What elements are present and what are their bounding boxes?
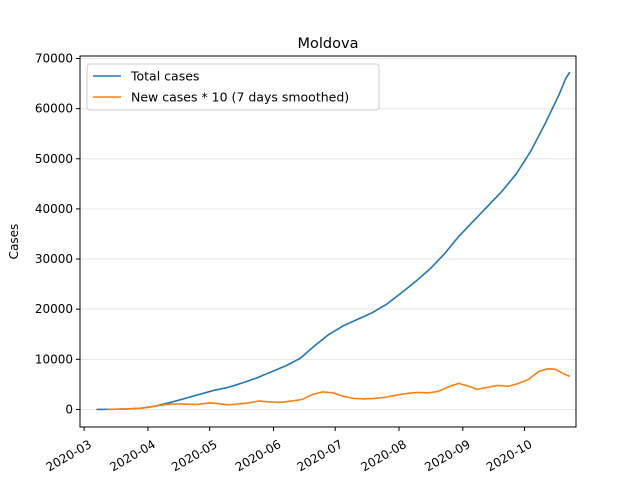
series-line-0 [96, 71, 571, 411]
chart-title: Moldova [298, 36, 359, 52]
y-tick-label: 20000 [35, 302, 73, 316]
legend-label: Total cases [130, 69, 199, 84]
y-axis-label: Cases [7, 224, 21, 260]
series-lines [96, 71, 571, 411]
legend-box [86, 63, 380, 111]
y-tick-label: 0 [65, 402, 73, 416]
legend-label: New cases * 10 (7 days smoothed) [131, 90, 349, 105]
y-tick-label: 30000 [35, 252, 73, 266]
y-tick-label: 10000 [35, 352, 73, 366]
y-tick-label: 50000 [35, 152, 73, 166]
y-axis-ticks: 0 10000 20000 30000 40000 50000 60000 70000 [35, 52, 80, 416]
legend: Total cases New cases * 10 (7 days smooth… [86, 63, 380, 111]
series-line-1 [106, 368, 571, 411]
y-tick-label: 70000 [35, 52, 73, 66]
y-tick-label: 40000 [35, 202, 73, 216]
y-tick-label: 60000 [35, 102, 73, 116]
plot-frame [79, 55, 577, 428]
gridlines [80, 58, 576, 410]
